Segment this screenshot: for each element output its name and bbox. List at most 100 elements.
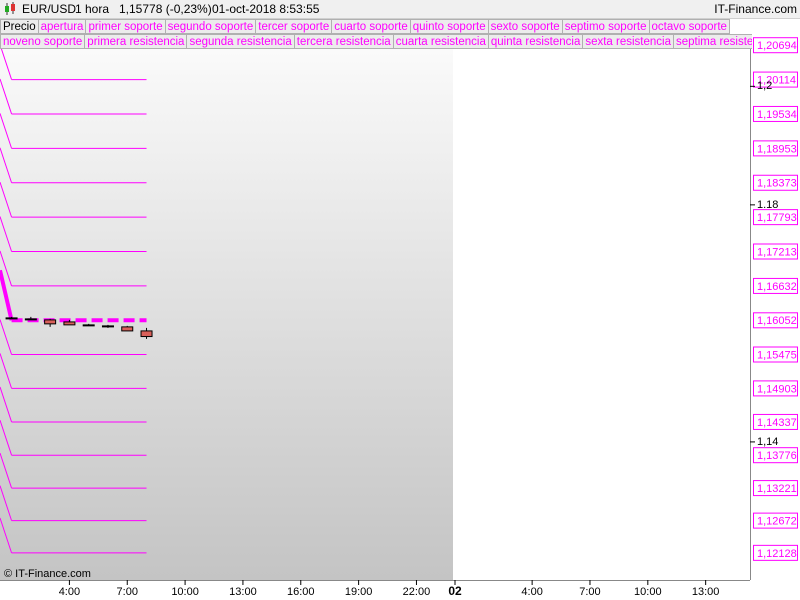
level-label: 1,17213 <box>757 246 797 258</box>
legend-entry: septimo soporte <box>562 19 650 34</box>
level-label-box <box>753 209 798 226</box>
legend-entry: tercera resistencia <box>294 34 394 49</box>
level-label-box <box>753 277 798 294</box>
level-connector <box>0 216 13 252</box>
level-connector <box>0 49 13 80</box>
legend-entry: quinto soporte <box>410 19 489 34</box>
level-connector <box>0 517 13 554</box>
axes: 1,20694 1,20114 1,19534 1,18953 1,18373 1,177… <box>59 37 798 598</box>
legend-row: Precio apertura primer soporte segundo sopo… <box>0 19 752 34</box>
level-label: 1,20114 <box>757 74 796 86</box>
legend-entry: primer soporte <box>86 19 166 34</box>
legend-entry: cuarta resistencia <box>393 34 489 49</box>
x-tick-label: 02 <box>448 584 462 598</box>
legend-entry: octavo soporte <box>649 19 730 34</box>
candle-body <box>44 319 57 325</box>
level-label: 1,15475 <box>757 349 797 361</box>
level-label: 1,18953 <box>757 143 797 155</box>
level-connector <box>0 250 13 287</box>
level-connector <box>0 485 13 521</box>
legend-entry: cuarto soporte <box>332 19 411 34</box>
level-label-box <box>753 174 798 191</box>
x-tick-label: 4:00 <box>59 586 80 598</box>
level-label-box <box>753 140 798 157</box>
x-tick-label: 10:00 <box>171 586 199 598</box>
x-tick-label: 16:00 <box>287 586 315 598</box>
candle-body <box>63 321 76 326</box>
level-label: 1,16052 <box>757 315 797 327</box>
candle-body <box>82 324 95 327</box>
legend-entry: sexta resistencia <box>583 34 674 49</box>
x-tick-label: 10:00 <box>634 586 662 598</box>
level-connector <box>0 78 13 115</box>
x-tick-label: 13:00 <box>692 586 720 598</box>
y-tick-label: 1,2 <box>757 80 772 92</box>
level-label: 1,16632 <box>757 281 797 293</box>
legend-entry: segundo soporte <box>165 19 257 34</box>
level-label-box <box>753 71 798 88</box>
level-label-box <box>753 346 798 363</box>
quote: 1,15778 (-0,23%) <box>119 2 212 16</box>
level-label-box <box>753 512 798 529</box>
candle-body <box>5 317 18 320</box>
x-tick-label: 7:00 <box>579 586 600 598</box>
level-label: 1,13776 <box>757 450 797 462</box>
x-tick-label: 7:00 <box>117 586 138 598</box>
legend-entry: tercer soporte <box>256 19 333 34</box>
datetime: 01-oct-2018 8:53:55 <box>212 2 320 16</box>
level-label-box <box>753 105 798 122</box>
level-label: 1,13221 <box>757 483 797 495</box>
level-label: 1,14903 <box>757 383 797 395</box>
x-tick-label: 19:00 <box>345 586 373 598</box>
timeframe: 1 hora <box>75 2 110 16</box>
level-label: 1,19534 <box>757 109 797 121</box>
candle-body <box>121 326 134 332</box>
level-connector <box>0 386 13 423</box>
legend-row: noveno soporte primera resistencia segunda… <box>0 34 752 49</box>
legend-entry: primera resistencia <box>85 34 188 49</box>
level-connector <box>0 353 13 389</box>
level-label-box <box>753 447 798 464</box>
level-label-box <box>753 312 798 329</box>
y-tick-label: 1,14 <box>757 436 778 448</box>
candle-body <box>24 318 37 321</box>
legend-entry: quinta resistencia <box>488 34 584 49</box>
y-tick-label: 1.18 <box>757 199 778 211</box>
level-connector <box>0 113 13 149</box>
brand: IT-Finance.com <box>714 2 797 16</box>
level-label: 1,17793 <box>757 212 797 224</box>
level-label-box <box>753 380 798 397</box>
logo-icon <box>5 2 15 15</box>
level-connector <box>0 181 13 218</box>
level-connector <box>0 319 13 355</box>
x-tick-label: 4:00 <box>521 586 542 598</box>
watermark: © IT-Finance.com <box>4 568 91 580</box>
level-label-box <box>753 243 798 260</box>
level-label: 1,12128 <box>757 548 797 560</box>
legend-entry: septima resistencia <box>674 34 752 49</box>
level-label-box <box>753 413 798 430</box>
level-label: 1,20694 <box>757 40 797 52</box>
legend-entry: segunda resistencia <box>187 34 295 49</box>
candle-body <box>140 330 153 338</box>
level-connector <box>0 452 13 489</box>
x-tick-label: 22:00 <box>403 586 431 598</box>
legend-entry: apertura <box>38 19 87 34</box>
level-connector <box>0 269 14 321</box>
legend-entry: sexto soporte <box>488 19 563 34</box>
level-label: 1,14337 <box>757 417 797 429</box>
x-tick-label: 13:00 <box>229 586 257 598</box>
session-background <box>0 49 453 580</box>
candle-body <box>101 325 114 328</box>
level-label-box <box>753 480 798 497</box>
plot-area <box>0 49 153 554</box>
legend-entry: Precio <box>0 19 39 34</box>
level-label-box <box>753 544 798 561</box>
symbol: EUR/USD <box>22 2 77 16</box>
level-connector <box>0 420 13 456</box>
legend-entry: noveno soporte <box>0 34 86 49</box>
level-label: 1,12672 <box>757 516 797 528</box>
header: EUR/USD 1 hora 1,15778 (-0,23%) 01-oct-2… <box>0 0 800 19</box>
level-label: 1,18373 <box>757 178 797 190</box>
